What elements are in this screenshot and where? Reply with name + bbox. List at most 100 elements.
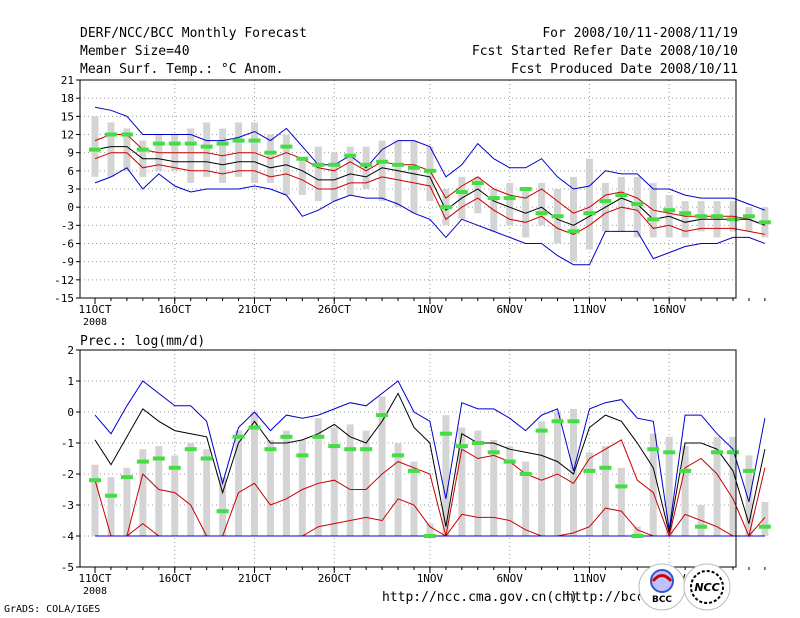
x-tick-label: 16OCT (158, 303, 191, 316)
observed-marker (152, 456, 165, 461)
observed-marker (727, 217, 739, 222)
observed-marker (392, 162, 405, 167)
y-tick-label: -2 (61, 468, 74, 481)
y-tick-label: 15 (61, 110, 74, 123)
ensemble-box (745, 455, 753, 536)
y-tick-label: -1 (61, 437, 74, 450)
ensemble-box (314, 418, 322, 536)
ensemble-box (585, 158, 593, 250)
ensemble-box (314, 146, 322, 202)
observed-marker (360, 447, 373, 452)
observed-marker (487, 450, 500, 455)
observed-marker (184, 447, 197, 452)
observed-marker (471, 180, 484, 185)
y-tick-label: 9 (67, 147, 74, 160)
observed-marker (519, 187, 532, 191)
observed-marker (376, 413, 389, 418)
ensemble-box (107, 122, 115, 177)
observed-marker (519, 472, 532, 476)
ensemble-box (282, 430, 290, 536)
observed-marker (647, 217, 660, 222)
ensemble-box (107, 477, 115, 536)
ensemble-box (219, 477, 227, 536)
ncc-url-link[interactable]: http://ncc.cma.gov.cn(ch) (382, 590, 578, 605)
observed-marker (248, 425, 261, 430)
observed-marker (216, 141, 229, 146)
ensemble-box (410, 461, 418, 536)
year-label: 2008 (83, 586, 107, 597)
ensemble-box (570, 176, 577, 262)
observed-marker (711, 450, 724, 455)
grads-credit: GrADS: COLA/IGES (4, 604, 101, 615)
y-tick-label: 6 (67, 165, 74, 178)
observed-marker (455, 444, 468, 449)
observed-marker (312, 434, 325, 439)
ensemble-box (506, 446, 514, 536)
bcc-url-link[interactable]: http://bcc.cma.gov.cn (566, 590, 640, 605)
x-tick-label: 11OCT (78, 572, 111, 585)
fcst-produced-date: Fcst Produced Date 2008/10/11 (511, 62, 738, 77)
ensemble-box (330, 152, 338, 202)
x-tick-label: 26OCT (318, 572, 351, 585)
y-tick-label: -9 (61, 256, 74, 269)
observed-marker (328, 162, 341, 167)
plot-frame (79, 349, 737, 568)
ensemble-box (617, 467, 625, 536)
observed-marker (184, 141, 197, 146)
y-tick-label: 3 (67, 183, 74, 196)
observed-marker (344, 447, 357, 452)
observed-marker (232, 138, 245, 143)
observed-marker (248, 138, 261, 143)
observed-marker (120, 475, 133, 480)
series-line-max (94, 106, 766, 211)
observed-marker (423, 168, 436, 173)
observed-marker (742, 468, 755, 473)
ensemble-box (203, 122, 211, 177)
series-line-max (94, 380, 766, 530)
observed-marker (168, 141, 181, 146)
observed-marker (758, 220, 771, 225)
y-tick-label: 12 (61, 129, 74, 142)
precipitation-panel: 2 1 0 -1 -2 -3 -4 -5 11OCT 16OCT 21OCT 26OCT 1NOV 6NO… (61, 334, 771, 597)
observed-marker (423, 534, 436, 538)
observed-marker (679, 211, 692, 216)
observed-marker (200, 144, 213, 149)
y-tick-label: -3 (61, 219, 74, 232)
ensemble-box (570, 408, 577, 536)
observed-marker (535, 211, 548, 216)
ensemble-box (633, 176, 641, 238)
ensemble-box (330, 427, 338, 536)
ensemble-box (123, 128, 131, 171)
y-tick-label: -12 (54, 274, 74, 287)
observed-marker (392, 453, 405, 458)
observed-marker (439, 205, 452, 210)
observed-marker (631, 534, 644, 538)
ensemble-box (585, 452, 593, 536)
y-tick-label: 2 (67, 344, 74, 357)
ensemble-box (378, 396, 386, 536)
y-tick-label: -6 (61, 238, 74, 251)
ensemble-box (298, 158, 306, 196)
ensemble-box (187, 128, 195, 183)
ensemble-box (123, 467, 131, 536)
observed-marker (663, 450, 676, 455)
observed-marker (695, 214, 708, 219)
observed-marker (647, 447, 660, 452)
ensemble-box (91, 464, 99, 536)
ensemble-box (538, 421, 546, 536)
observed-marker (264, 447, 277, 452)
observed-marker (216, 509, 229, 514)
observed-marker (742, 214, 755, 219)
observed-marker (360, 162, 373, 167)
observed-marker (439, 431, 452, 436)
x-tick-label: 1NOV (417, 572, 444, 585)
ensemble-box (410, 140, 418, 214)
observed-marker (711, 214, 724, 219)
x-tick-label: 26OCT (318, 303, 351, 316)
observed-marker (120, 132, 133, 137)
observed-marker (376, 159, 389, 164)
ensemble-box (346, 146, 354, 196)
y-tick-label: 21 (61, 74, 74, 87)
ensemble-box (474, 176, 482, 214)
observed-marker (296, 156, 309, 161)
